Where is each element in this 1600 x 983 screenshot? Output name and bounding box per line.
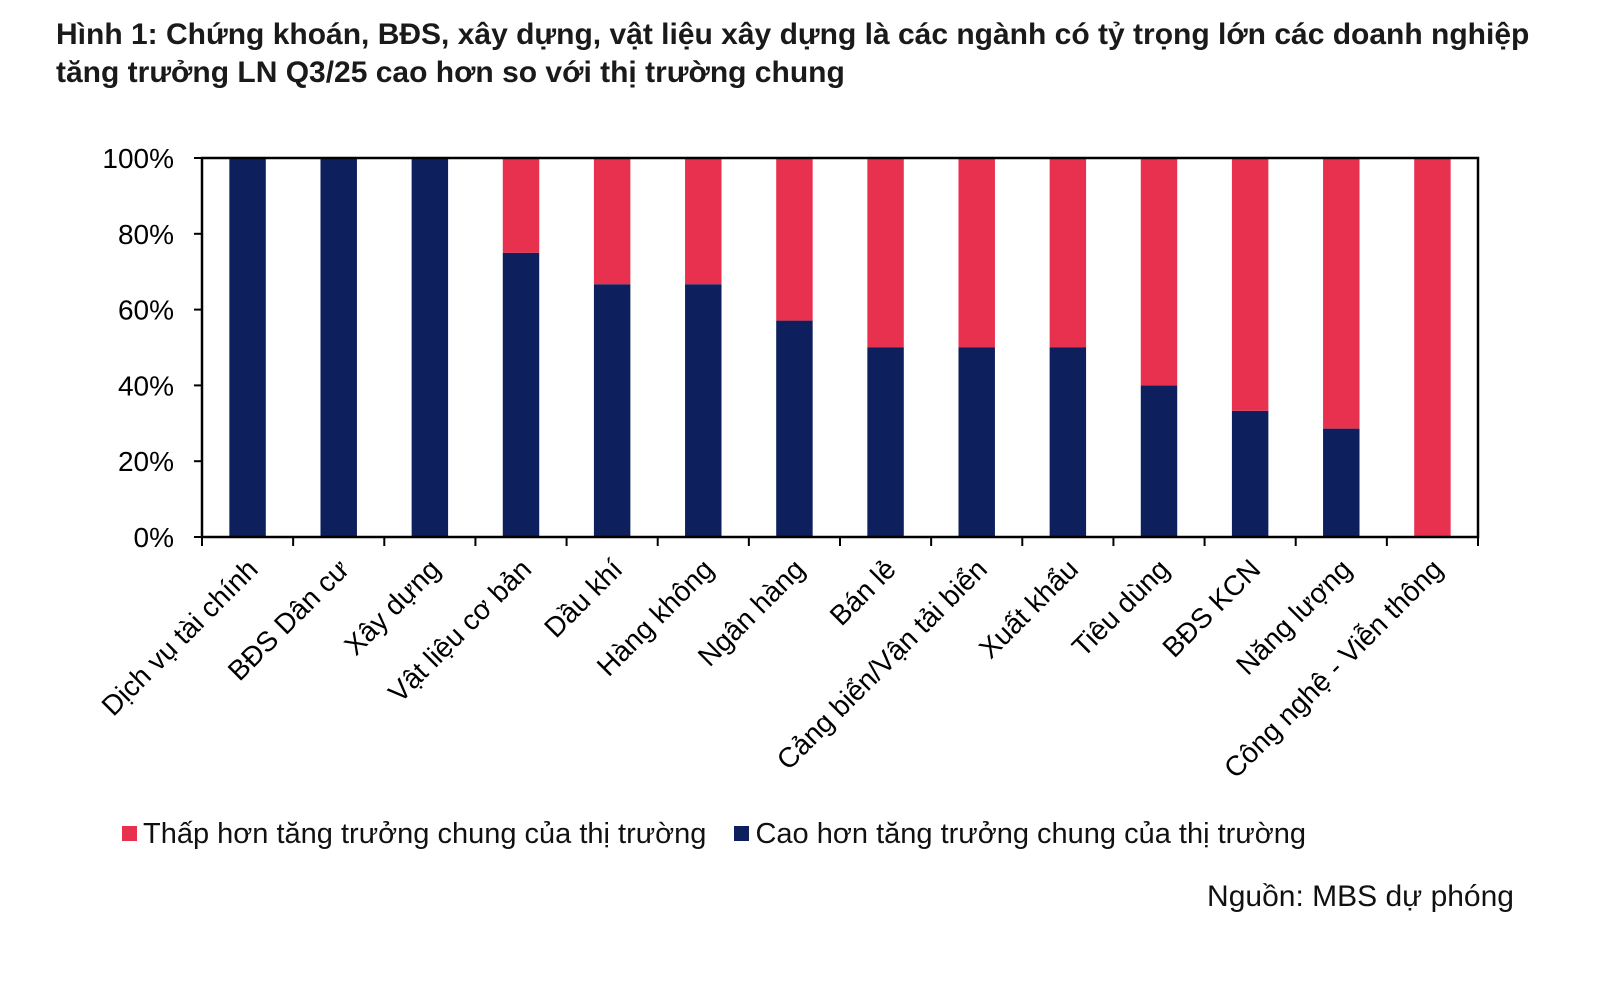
bar-high-3 bbox=[502, 252, 540, 537]
y-tick-label: 0% bbox=[134, 522, 174, 553]
y-tick-label: 40% bbox=[118, 370, 174, 401]
bar-low-4 bbox=[593, 158, 631, 285]
bar-high-7 bbox=[867, 347, 904, 537]
bar-high-2 bbox=[411, 158, 449, 537]
legend-swatch-low bbox=[122, 826, 137, 841]
bar-low-5 bbox=[685, 158, 722, 285]
bar-high-9 bbox=[1049, 347, 1087, 537]
bar-high-0 bbox=[229, 158, 266, 537]
bar-low-13 bbox=[1414, 158, 1451, 537]
bar-low-9 bbox=[1049, 158, 1087, 348]
legend-label-high: Cao hơn tăng trưởng chung của thị trường bbox=[755, 818, 1307, 850]
legend-label-low: Thấp hơn tăng trưởng chung của thị trườn… bbox=[143, 818, 707, 850]
x-tick-label: Tiêu dùng bbox=[1066, 553, 1175, 662]
bar-high-5 bbox=[685, 284, 722, 537]
bar-low-3 bbox=[502, 158, 540, 253]
bar-low-12 bbox=[1323, 158, 1360, 429]
bar-high-8 bbox=[958, 347, 995, 537]
bar-low-8 bbox=[958, 158, 995, 348]
bar-high-1 bbox=[320, 158, 357, 537]
legend: Thấp hơn tăng trưởng chung của thị trườn… bbox=[122, 818, 1326, 851]
y-tick-label: 100% bbox=[102, 143, 174, 174]
legend-swatch-high bbox=[734, 826, 750, 841]
bar-low-6 bbox=[776, 158, 813, 321]
bar-low-7 bbox=[867, 158, 904, 348]
bar-high-11 bbox=[1231, 410, 1269, 537]
source-note: Nguồn: MBS dự phóng bbox=[1207, 880, 1514, 913]
bar-low-11 bbox=[1231, 158, 1269, 411]
bar-low-10 bbox=[1140, 158, 1178, 386]
y-tick-label: 80% bbox=[118, 219, 174, 250]
plot-frame bbox=[200, 156, 1480, 539]
y-tick-label: 60% bbox=[118, 295, 174, 326]
bar-high-12 bbox=[1323, 428, 1360, 537]
legend-item-high: Cao hơn tăng trưởng chung của thị trường bbox=[734, 818, 1306, 851]
legend-item-low: Thấp hơn tăng trưởng chung của thị trườn… bbox=[122, 818, 706, 851]
bar-high-6 bbox=[776, 320, 813, 537]
chart-title: Hình 1: Chứng khoán, BĐS, xây dựng, vật … bbox=[56, 18, 1530, 89]
bar-high-10 bbox=[1140, 385, 1178, 537]
y-tick-label: 20% bbox=[118, 446, 174, 477]
bar-high-4 bbox=[593, 284, 631, 537]
x-tick-label: Xuất khẩu bbox=[973, 553, 1084, 664]
x-tick-label: Dịch vụ tài chính bbox=[96, 553, 264, 721]
x-tick-label: Dầu khí bbox=[538, 553, 628, 643]
x-tick-label: Bán lẻ bbox=[824, 553, 902, 631]
